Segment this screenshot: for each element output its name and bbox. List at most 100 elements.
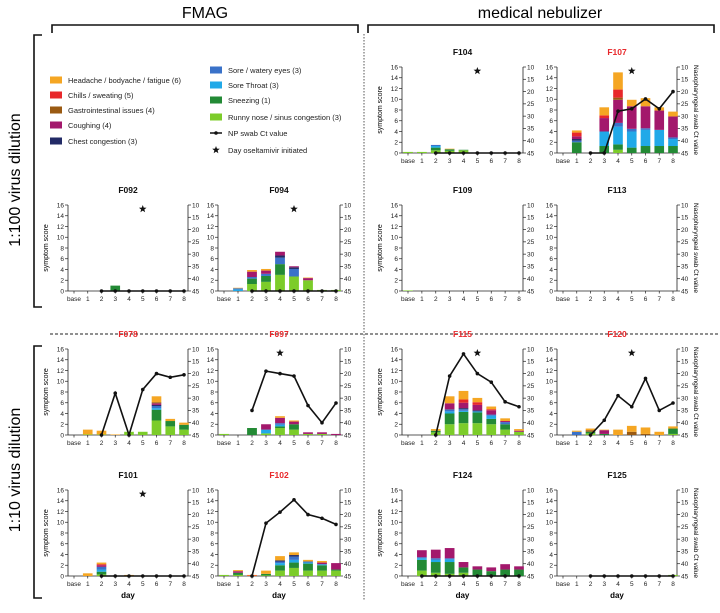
ct-point xyxy=(671,89,675,94)
bar-segment-sneeze xyxy=(261,573,271,576)
y-tick-label: 8 xyxy=(549,107,553,114)
legend-swatch-throat xyxy=(210,81,222,89)
y-right-tick-label: 45 xyxy=(681,432,689,439)
y-tick-label: 6 xyxy=(60,256,64,263)
y-right-tick-label: 15 xyxy=(344,500,352,507)
y-right-tick-label: 25 xyxy=(527,524,535,531)
y-right-axis-label: Nasopharyngeal swab Ct value xyxy=(692,65,699,155)
x-tick-label: 7 xyxy=(503,296,507,303)
y-tick-label: 12 xyxy=(546,509,554,516)
y-tick-label: 14 xyxy=(57,498,65,505)
panel-title: F078 xyxy=(118,329,138,339)
y-tick-label: 14 xyxy=(207,498,215,505)
bar-segment-runny xyxy=(261,575,271,576)
ct-point xyxy=(154,371,159,376)
y-right-tick-label: 35 xyxy=(527,549,535,556)
bar-segment-cough xyxy=(331,563,341,570)
ct-point xyxy=(182,289,186,293)
bar-segment-cough xyxy=(444,548,455,559)
bar-segment-sneeze xyxy=(654,146,665,153)
ct-point xyxy=(588,433,593,437)
y-right-tick-label: 35 xyxy=(344,549,352,556)
bar-segment-runny xyxy=(417,570,427,576)
y-right-tick-label: 35 xyxy=(681,126,689,133)
ct-point xyxy=(264,369,268,373)
bar-segment-sneeze xyxy=(303,563,313,571)
legend-swatch-eyes xyxy=(210,66,222,74)
y-tick-label: 6 xyxy=(210,400,214,407)
ct-point xyxy=(278,371,282,376)
y-tick-label: 6 xyxy=(549,541,553,548)
y-right-tick-label: 30 xyxy=(344,536,352,543)
y-right-tick-label: 15 xyxy=(192,500,200,507)
y-right-tick-label: 15 xyxy=(527,500,535,507)
y-right-tick-label: 30 xyxy=(681,395,689,402)
ct-point xyxy=(657,106,662,111)
bar-segment-headache xyxy=(444,148,455,150)
y-tick-label: 0 xyxy=(394,150,398,157)
ct-point xyxy=(447,374,452,378)
y-right-tick-label: 30 xyxy=(681,251,689,258)
bar-segment-chest xyxy=(571,139,582,141)
bar-segment-cough xyxy=(303,278,313,281)
y-tick-label: 16 xyxy=(391,346,399,353)
y-tick-label: 16 xyxy=(546,346,554,353)
y-tick-label: 8 xyxy=(394,245,398,252)
y-tick-label: 4 xyxy=(210,411,214,418)
x-tick-label: 1 xyxy=(86,581,90,588)
bar-segment-throat xyxy=(626,131,637,148)
x-tick-label: 5 xyxy=(476,581,480,588)
bar-segment-headache xyxy=(430,429,441,431)
y-right-tick-label: 35 xyxy=(344,408,352,415)
y-right-tick-label: 40 xyxy=(527,561,535,568)
legend-swatch-runny xyxy=(210,113,222,121)
x-tick-label: 4 xyxy=(616,440,620,447)
bar-segment-sneeze xyxy=(275,426,285,429)
y-axis-label: symptom score xyxy=(43,368,50,416)
y-tick-label: 6 xyxy=(394,256,398,263)
bar-segment-sneeze xyxy=(110,285,121,291)
bar-segment-sneeze xyxy=(668,146,678,153)
bar-segment-throat xyxy=(444,559,455,563)
ct-point xyxy=(320,289,324,293)
bar-segment-runny xyxy=(458,423,469,435)
x-tick-label: 1 xyxy=(420,296,424,303)
oseltamivir-star-icon xyxy=(627,349,636,357)
bar-segment-runny xyxy=(514,431,524,435)
x-tick-label: base xyxy=(67,440,81,447)
bar-segment-runny xyxy=(289,567,299,576)
ct-point xyxy=(99,433,104,437)
ct-point xyxy=(616,109,620,114)
x-tick-label: 3 xyxy=(264,440,268,447)
bar-segment-throat xyxy=(289,559,299,563)
y-tick-label: 2 xyxy=(549,278,553,285)
x-tick-label: 5 xyxy=(630,440,634,447)
y-tick-label: 10 xyxy=(391,235,399,242)
bar-segment-runny xyxy=(486,424,497,435)
bar-segment-sneeze xyxy=(261,275,271,282)
bar-segment-chest xyxy=(275,255,285,258)
y-tick-label: 8 xyxy=(210,530,214,537)
y-right-tick-label: 10 xyxy=(344,202,352,209)
bar-segment-headache xyxy=(82,573,93,576)
y-right-tick-label: 20 xyxy=(344,371,352,378)
y-tick-label: 16 xyxy=(57,487,65,494)
x-tick-label: 6 xyxy=(306,581,310,588)
ct-point xyxy=(643,574,648,578)
panel-title: F107 xyxy=(607,47,627,57)
bar-segment-runny xyxy=(472,423,483,435)
y-tick-label: 16 xyxy=(391,487,399,494)
bar-segment-sneeze xyxy=(331,569,341,571)
ct-point xyxy=(461,574,466,578)
y-tick-label: 8 xyxy=(394,107,398,114)
y-tick-label: 14 xyxy=(207,213,215,220)
legend-swatch-chills xyxy=(50,91,62,99)
ct-point xyxy=(517,574,521,578)
bar-segment-sneeze xyxy=(96,571,107,575)
y-right-tick-label: 15 xyxy=(681,77,689,84)
x-tick-label: 8 xyxy=(334,581,338,588)
y-tick-label: 16 xyxy=(207,487,215,494)
ct-point xyxy=(461,352,466,356)
